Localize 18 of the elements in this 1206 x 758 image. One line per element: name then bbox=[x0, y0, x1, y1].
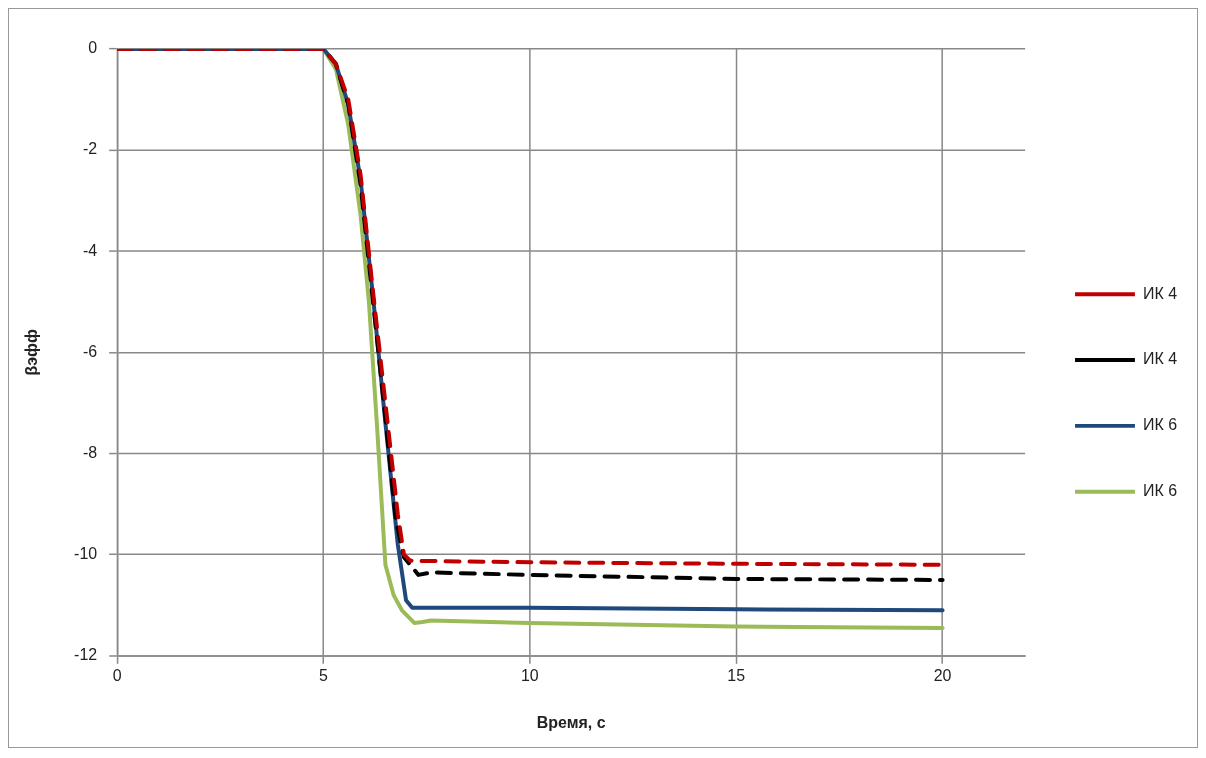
y-tick-label: -4 bbox=[82, 241, 98, 259]
y-tick-label: -12 bbox=[74, 646, 98, 664]
x-tick-label: 5 bbox=[319, 666, 329, 684]
legend-label: ИК 4 bbox=[1142, 350, 1178, 368]
y-tick-label: -8 bbox=[82, 443, 98, 461]
y-tick-label: -6 bbox=[82, 342, 98, 360]
legend-label: ИК 6 bbox=[1142, 482, 1178, 500]
y-tick-label: -10 bbox=[74, 545, 98, 563]
y-tick-label: 0 bbox=[88, 39, 98, 57]
x-tick-label: 15 bbox=[727, 666, 746, 684]
x-tick-label: 20 bbox=[933, 666, 952, 684]
y-axis-title: βэфф bbox=[22, 329, 40, 376]
y-tick-label: -2 bbox=[82, 140, 98, 158]
x-axis-title: Время, с bbox=[536, 713, 606, 731]
x-tick-label: 10 bbox=[520, 666, 539, 684]
legend-label: ИК 4 bbox=[1142, 284, 1178, 302]
x-tick-label: 0 bbox=[112, 666, 122, 684]
legend-label: ИК 6 bbox=[1142, 416, 1178, 434]
